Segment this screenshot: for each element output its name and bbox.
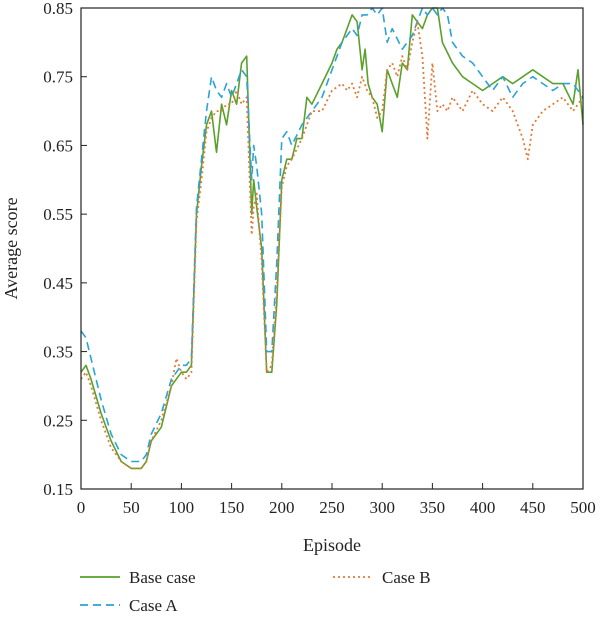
legend: Base case Case A Case B [80, 568, 431, 615]
x-tick-label: 450 [520, 498, 546, 517]
y-tick-label: 0.55 [43, 205, 73, 224]
x-tick-label: 300 [369, 498, 395, 517]
y-tick-label: 0.15 [43, 480, 73, 499]
x-tick-label: 50 [123, 498, 140, 517]
x-tick-label: 500 [570, 498, 596, 517]
y-axis-title: Average score [1, 197, 21, 299]
y-tick-label: 0.85 [43, 0, 73, 18]
y-tick-label: 0.65 [43, 136, 73, 155]
legend-label: Base case [129, 568, 196, 587]
y-tick-label: 0.75 [43, 68, 73, 87]
x-tick-label: 200 [269, 498, 295, 517]
legend-label: Case A [129, 596, 178, 615]
x-tick-label: 150 [219, 498, 245, 517]
series-line-2 [80, 7, 584, 463]
x-axis: 0 50 100 150 200 250 300 350 400 450 500 [77, 483, 596, 517]
x-tick-label: 100 [169, 498, 195, 517]
x-tick-label: 400 [470, 498, 496, 517]
x-tick-label: 250 [319, 498, 345, 517]
y-tick-label: 0.45 [43, 274, 73, 293]
plot-area [80, 7, 584, 470]
series-line-3 [80, 20, 584, 470]
y-axis: 0.15 0.25 0.35 0.45 0.55 0.65 0.75 0.85 [43, 0, 87, 499]
series-line-1 [80, 7, 584, 470]
y-tick-label: 0.35 [43, 343, 73, 362]
x-tick-label: 350 [420, 498, 446, 517]
x-axis-title: Episode [303, 535, 361, 555]
x-tick-label: 0 [77, 498, 86, 517]
y-tick-label: 0.25 [43, 411, 73, 430]
legend-label: Case B [382, 568, 431, 587]
